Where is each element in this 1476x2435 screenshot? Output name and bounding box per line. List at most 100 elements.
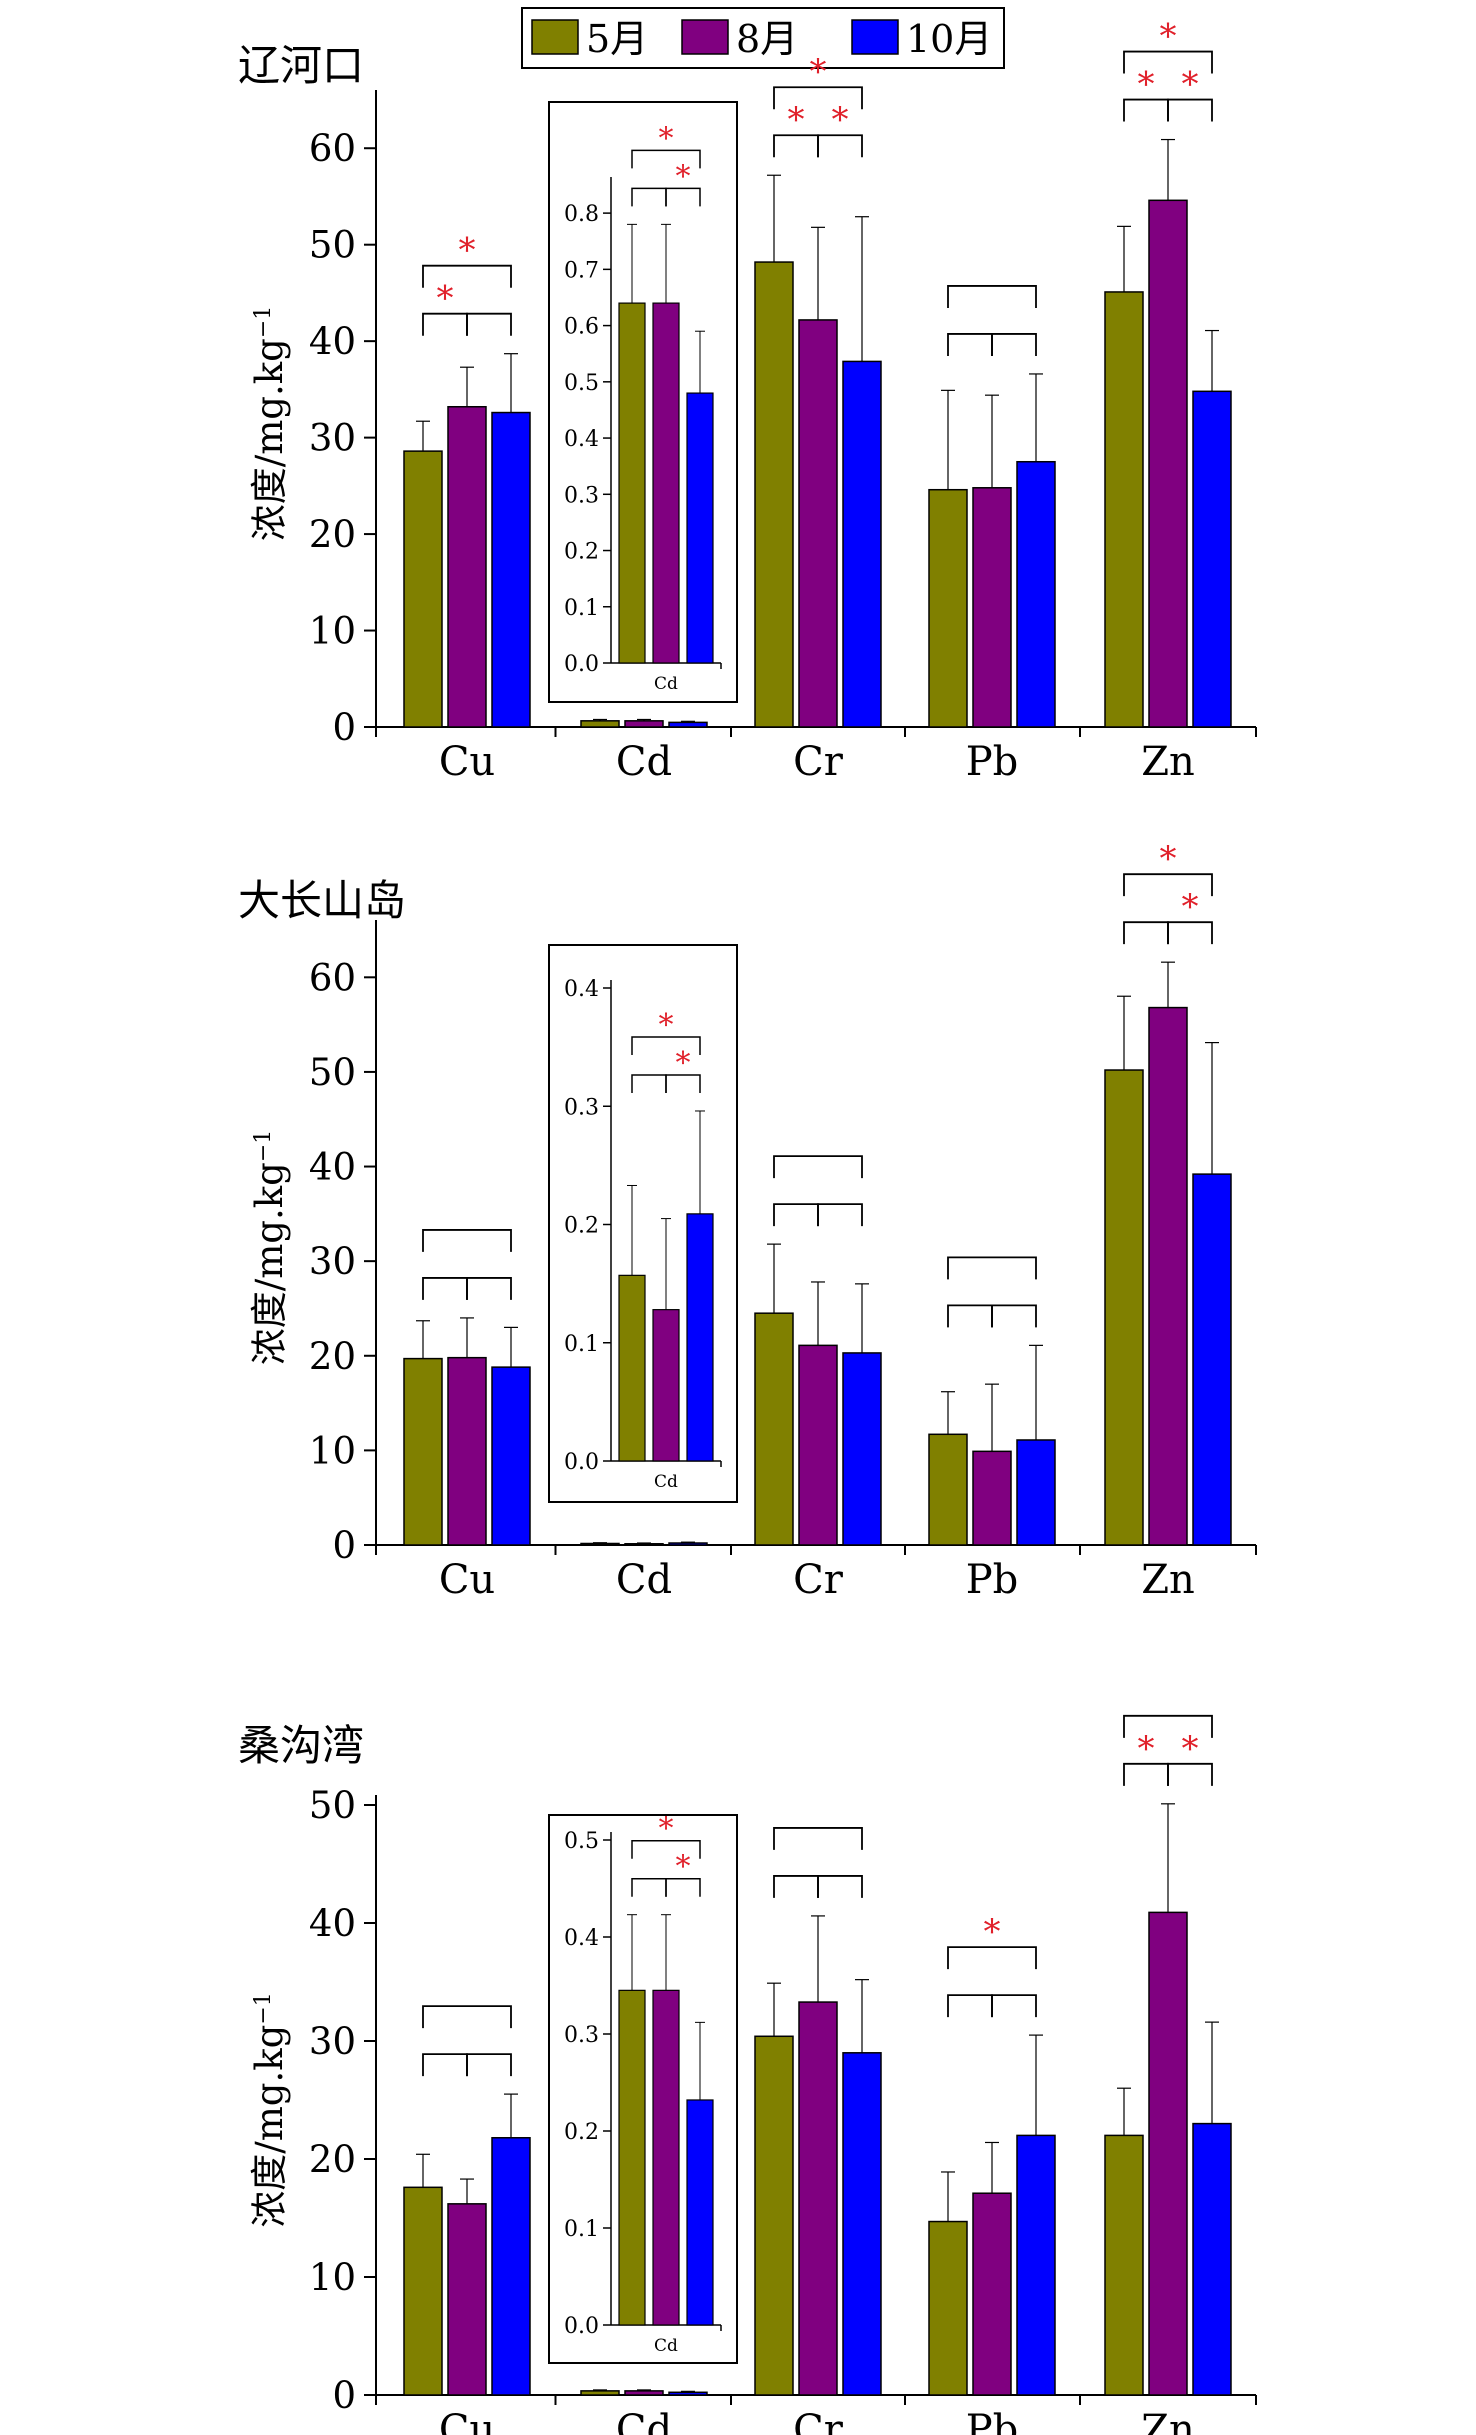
bar: [928, 488, 968, 728]
bar: [1104, 1069, 1144, 1546]
significance-bracket: [991, 1304, 1037, 1328]
bar: [798, 1344, 838, 1546]
bar: [624, 1543, 664, 1546]
significance-bracket: [773, 1875, 819, 1898]
cd-inset: 0.0 0.1 0.2 0.3 0.4 0.5 0.6 0.7 0.8 Cd **: [548, 101, 738, 703]
category-label: Zn: [1141, 739, 1195, 785]
inset-y-tick-label: 0.5: [564, 1829, 599, 1854]
inset-significance-bracket: [631, 1036, 701, 1055]
legend-frame: [521, 7, 1005, 69]
legend-swatch: [681, 19, 729, 55]
bar: [928, 2220, 968, 2396]
bar: [754, 261, 794, 728]
bar: [798, 319, 838, 728]
significance-star: *: [459, 231, 476, 271]
inset-significance-bracket: [665, 1877, 701, 1897]
category-label: Pb: [966, 1557, 1019, 1603]
bar: [1104, 2134, 1144, 2396]
category-label: Cr: [793, 1557, 844, 1603]
category-label: Cu: [439, 739, 495, 785]
significance-bracket: [991, 1994, 1037, 2018]
category-label: Cd: [616, 739, 672, 785]
inset-y-tick-label: 0.5: [564, 371, 599, 396]
bar: [842, 2052, 882, 2396]
significance-star: *: [437, 279, 454, 319]
bar: [972, 487, 1012, 728]
bar: [798, 2001, 838, 2396]
y-tick-label: 30: [309, 2020, 356, 2063]
significance-bracket: [1123, 50, 1213, 74]
legend-label: 8月: [736, 17, 798, 61]
inset-y-tick-label: 0.1: [564, 2217, 599, 2242]
category-label: Cr: [793, 739, 844, 785]
bar: [1192, 2122, 1232, 2396]
category-label: Pb: [966, 2407, 1019, 2435]
significance-bracket: [422, 1277, 468, 1300]
y-axis-label: 浓度/mg.kg−1: [248, 1130, 291, 1366]
inset-bar: [652, 302, 680, 664]
inset-bar: [686, 1213, 714, 1462]
inset-significance-bracket: [665, 187, 701, 207]
legend: 5月 8月 10月: [521, 7, 1005, 69]
significance-bracket: [817, 1875, 863, 1898]
significance-bracket: [1167, 1762, 1213, 1786]
inset-y-tick-label: 0.0: [564, 2314, 599, 2339]
significance-bracket: [991, 333, 1037, 356]
legend-swatch: [851, 19, 899, 55]
significance-bracket: [773, 1155, 863, 1179]
y-tick-label: 20: [309, 2138, 356, 2181]
site-title: 大长山岛: [238, 876, 406, 925]
bar: [1104, 291, 1144, 728]
significance-bracket: [1123, 921, 1169, 945]
bar: [1016, 2134, 1056, 2396]
inset-significance-bracket: [631, 149, 701, 169]
category-label: Cd: [616, 2407, 672, 2435]
y-tick-label: 40: [309, 320, 356, 363]
bar: [403, 2186, 443, 2396]
bar: [580, 1542, 620, 1546]
significance-star: *: [1160, 17, 1177, 57]
inset-bar: [652, 1989, 680, 2326]
significance-bracket: [773, 86, 863, 110]
significance-star: *: [1160, 839, 1177, 879]
y-tick-label: 60: [309, 127, 356, 170]
significance-bracket: [947, 333, 993, 356]
significance-star: *: [1138, 1729, 1155, 1769]
bar: [972, 1450, 1012, 1546]
inset-y-tick-label: 0.0: [564, 1450, 599, 1475]
inset-y-tick-label: 0.0: [564, 652, 599, 677]
bar: [624, 2390, 664, 2396]
y-tick-label: 10: [309, 610, 356, 653]
significance-bracket: [466, 1277, 512, 1300]
y-axis-label: 浓度/mg.kg−1: [248, 1992, 291, 2228]
inset-y-tick-label: 0.3: [564, 2023, 599, 2048]
significance-bracket: [1167, 921, 1213, 945]
significance-bracket: [1123, 1714, 1213, 1738]
inset-significance-bracket: [665, 1074, 701, 1093]
bar: [1016, 460, 1056, 728]
bar: [447, 1356, 487, 1546]
cd-inset: 0.0 0.1 0.2 0.3 0.4 0.5 Cd **: [548, 1812, 738, 2364]
significance-star: *: [1182, 1729, 1199, 1769]
bar: [1016, 1439, 1056, 1546]
significance-bracket: [422, 264, 512, 288]
legend-swatch: [531, 19, 579, 55]
bar: [668, 1542, 708, 1546]
y-tick-label: 50: [309, 224, 356, 267]
inset-y-tick-label: 0.2: [564, 2120, 599, 2145]
bar: [624, 720, 664, 728]
y-tick-label: 30: [309, 1240, 356, 1283]
significance-star: *: [810, 52, 827, 92]
significance-star: *: [1182, 887, 1199, 927]
significance-bracket: [817, 1203, 863, 1227]
significance-bracket: [947, 285, 1037, 308]
category-label: Cu: [439, 1557, 495, 1603]
category-label: Zn: [1141, 1557, 1195, 1603]
y-tick-label: 30: [309, 417, 356, 460]
inset-bar: [618, 1989, 646, 2326]
bar: [1148, 199, 1188, 728]
y-tick-label: 40: [309, 1902, 356, 1945]
site-title: 辽河口: [238, 41, 364, 90]
significance-bracket: [422, 1229, 512, 1252]
